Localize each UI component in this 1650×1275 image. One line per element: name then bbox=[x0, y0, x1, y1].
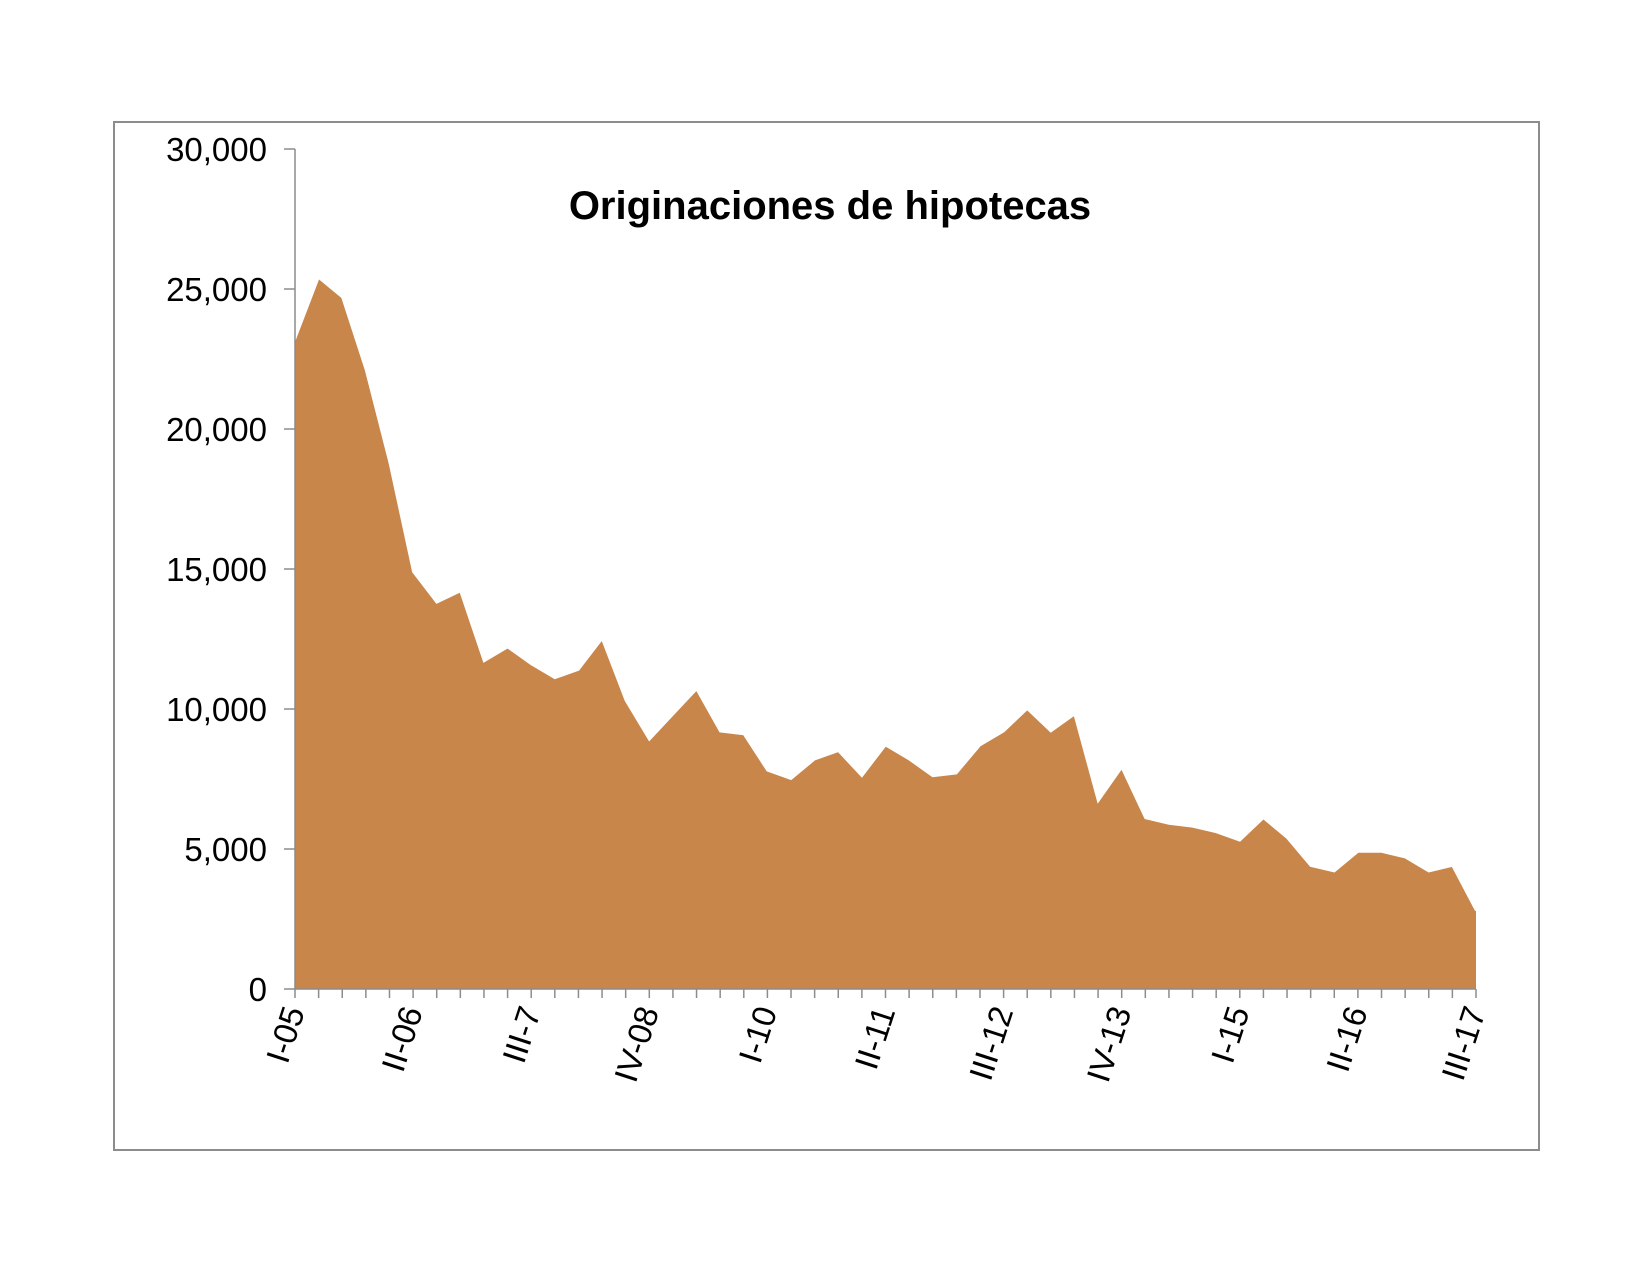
area-series-edge bbox=[294, 276, 1477, 912]
x-tick-label: I-05 bbox=[259, 1002, 312, 1068]
x-tick-labels: I-05 II-06 III-7 IV-08 I-10 II-11 III-12 IV-13 I… bbox=[259, 1002, 1493, 1087]
chart-title: Originaciones de hipotecas bbox=[569, 184, 1091, 228]
x-tick-label: III-17 bbox=[1434, 1002, 1492, 1085]
y-tick-label: 0 bbox=[249, 971, 267, 1008]
y-tick-label: 20,000 bbox=[166, 411, 267, 448]
y-tick-label: 30,000 bbox=[166, 131, 267, 168]
area-chart: 0 5,000 10,000 15,000 20,000 25,000 30,000 I-0… bbox=[166, 131, 1493, 1087]
area-series-fill bbox=[295, 277, 1476, 989]
area-layer bbox=[294, 276, 1477, 989]
x-tick-label: I-10 bbox=[731, 1002, 784, 1068]
x-tick-label: II-06 bbox=[374, 1002, 430, 1076]
axis-layer bbox=[284, 148, 1477, 998]
x-tick-label: III-12 bbox=[962, 1002, 1020, 1085]
chart-frame: 0 5,000 10,000 15,000 20,000 25,000 30,000 I-0… bbox=[113, 121, 1540, 1151]
x-tick-label: IV-08 bbox=[607, 1002, 666, 1087]
y-tick-labels: 0 5,000 10,000 15,000 20,000 25,000 30,000 bbox=[166, 131, 267, 1008]
y-tick-label: 25,000 bbox=[166, 271, 267, 308]
x-tick-label: II-11 bbox=[847, 1002, 902, 1074]
y-tick-label: 5,000 bbox=[184, 831, 267, 868]
x-tick-label: I-15 bbox=[1204, 1002, 1257, 1068]
x-tick-label: IV-13 bbox=[1079, 1002, 1138, 1087]
x-tick-label: III-7 bbox=[495, 1002, 548, 1068]
x-tick-label: II-16 bbox=[1319, 1002, 1375, 1076]
y-tick-label: 10,000 bbox=[166, 691, 267, 728]
y-tick-label: 15,000 bbox=[166, 551, 267, 588]
